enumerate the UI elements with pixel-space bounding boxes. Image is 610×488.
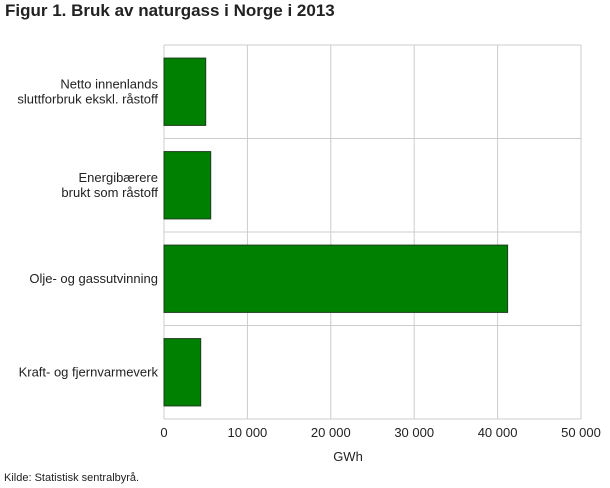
- x-tick-label-3: 30 000: [394, 425, 434, 440]
- category-label-3: Kraft- og fjernvarmeverk: [19, 364, 159, 379]
- x-tick-labels: 0 10 000 20 000 30 000 40 000 50 000: [160, 425, 601, 440]
- bar-2: [163, 244, 509, 313]
- category-labels: Netto innenlands sluttforbruk ekskl. råst…: [17, 76, 158, 379]
- bar-1: [163, 151, 212, 220]
- grid-lines: [163, 44, 582, 420]
- x-tick-label-1: 10 000: [228, 425, 268, 440]
- source-note: Kilde: Statistisk sentralbyrå.: [4, 472, 140, 484]
- bars: [163, 57, 509, 407]
- x-tick-label-0: 0: [160, 425, 167, 440]
- category-label-2: Olje- og gassutvinning: [29, 271, 158, 286]
- x-tick-label-2: 20 000: [311, 425, 351, 440]
- x-tick-label-4: 40 000: [478, 425, 518, 440]
- x-tick-label-5: 50 000: [561, 425, 601, 440]
- category-label-1: Energibærere brukt som råstoff: [61, 170, 158, 200]
- bar-3: [163, 338, 202, 407]
- category-label-0: Netto innenlands sluttforbruk ekskl. råst…: [17, 76, 158, 106]
- bar-0: [163, 57, 207, 126]
- chart-title: Figur 1. Bruk av naturgass i Norge i 201…: [5, 1, 335, 20]
- x-axis-label: GWh: [333, 449, 363, 464]
